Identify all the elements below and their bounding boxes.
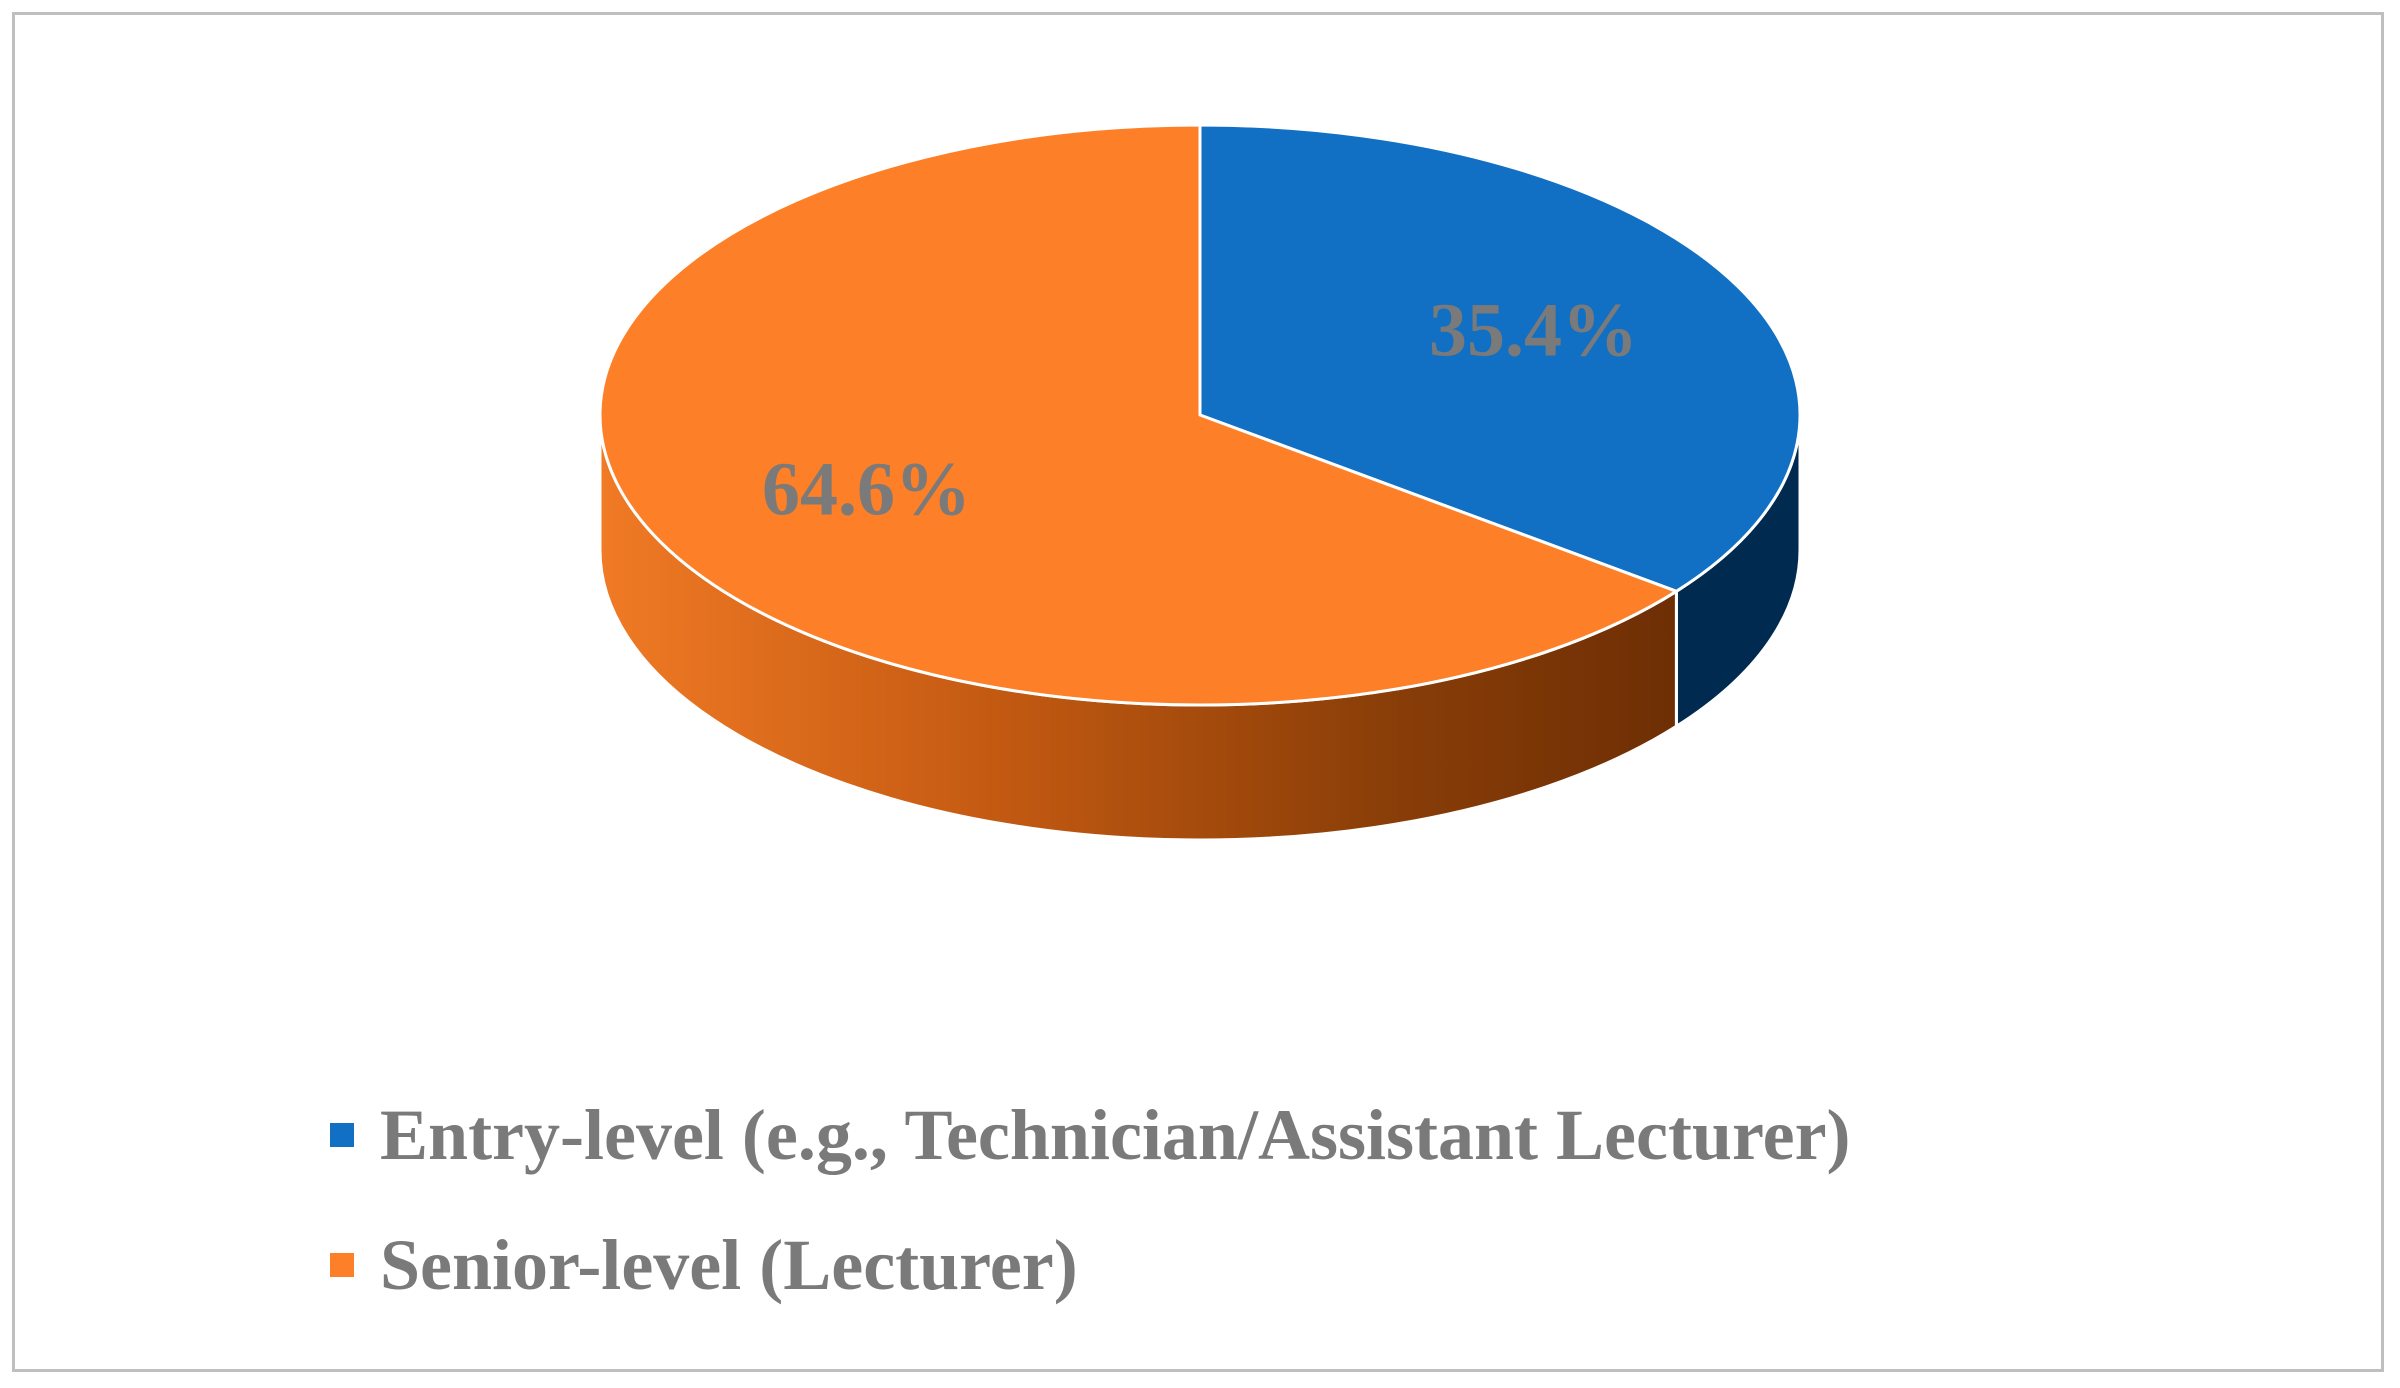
legend-label-entry-level: Entry-level (e.g., Technician/Assistant … xyxy=(380,1094,1851,1175)
pie-tops xyxy=(598,123,1802,707)
data-label-entry-level: 35.4% xyxy=(1429,288,1638,372)
pie-labels: 35.4% 64.6% xyxy=(762,288,1638,531)
legend-swatch-entry-level xyxy=(330,1123,354,1147)
data-label-senior-level: 64.6% xyxy=(762,448,971,532)
legend-swatch-senior-level xyxy=(330,1253,354,1277)
legend-item-senior-level: Senior-level (Lecturer) xyxy=(330,1200,1851,1330)
pie-slice-entry-level xyxy=(1198,123,1802,593)
pie-slice-senior-level xyxy=(598,123,1678,707)
legend-item-entry-level: Entry-level (e.g., Technician/Assistant … xyxy=(330,1070,1851,1200)
legend: Entry-level (e.g., Technician/Assistant … xyxy=(330,1070,1851,1330)
legend-label-senior-level: Senior-level (Lecturer) xyxy=(380,1224,1078,1305)
